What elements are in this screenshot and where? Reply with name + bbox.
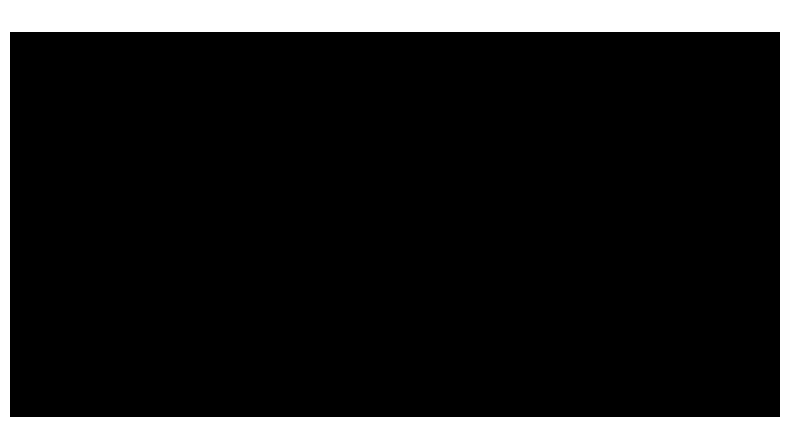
word-cloud	[10, 32, 780, 417]
cloud-background	[10, 32, 780, 417]
